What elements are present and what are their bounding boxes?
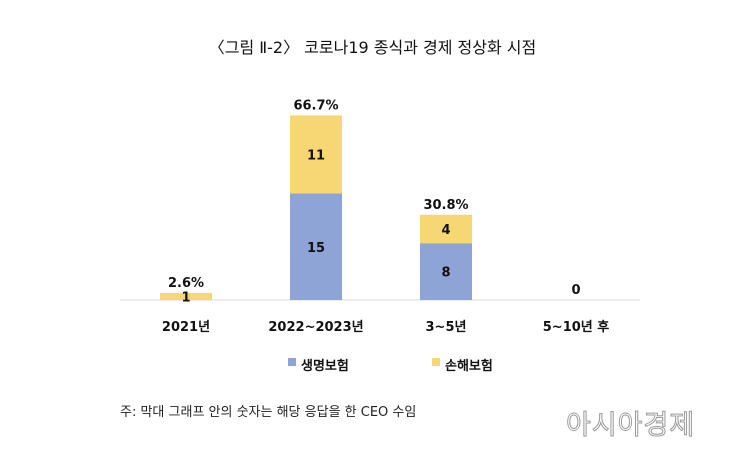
segment-label: 15 — [307, 241, 325, 256]
footnote: 주: 막대 그래프 안의 숫자는 해당 응답을 한 CEO 수임 — [120, 405, 417, 420]
bar-segment — [420, 214, 472, 244]
legend-label: 생명보험 — [301, 358, 349, 374]
total-label: 30.8% — [423, 198, 468, 213]
legend-label: 손해보험 — [445, 358, 493, 374]
x-tick-label: 2022~2023년 — [268, 320, 363, 335]
chart-title: 〈그림 Ⅱ-2〉 코로나19 종식과 경제 정상화 시점 — [208, 38, 537, 57]
segment-label: 1 — [181, 290, 190, 305]
x-tick-label: 5~10년 후 — [543, 319, 610, 335]
x-tick-label: 2021년 — [162, 320, 210, 335]
total-label: 66.7% — [293, 98, 338, 113]
x-tick-label: 3~5년 — [426, 320, 467, 335]
segment-label: 11 — [307, 148, 325, 163]
bar-segment — [290, 193, 342, 300]
legend-swatch — [432, 358, 440, 366]
segment-label: 8 — [441, 266, 450, 281]
bar-segment — [160, 292, 212, 300]
bar-segment — [420, 243, 472, 300]
watermark-logo: 아시아경제 — [565, 410, 696, 442]
bar-segment — [290, 115, 342, 194]
segment-label: 4 — [441, 223, 450, 238]
legend-swatch — [288, 358, 296, 366]
total-label: 2.6% — [168, 276, 204, 291]
total-label: 0 — [571, 283, 580, 298]
